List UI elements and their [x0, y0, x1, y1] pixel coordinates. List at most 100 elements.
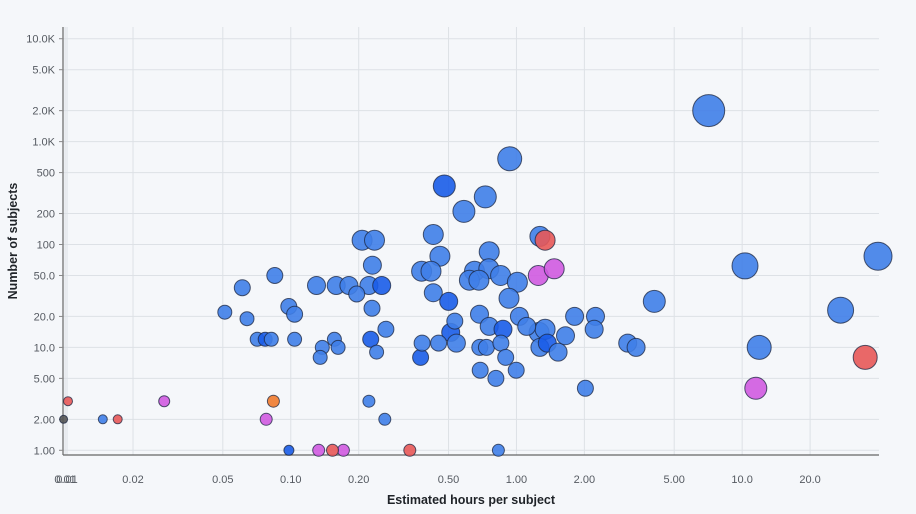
y-axis-title: Number of subjects	[6, 183, 20, 300]
data-point[interactable]	[312, 443, 326, 457]
data-point[interactable]	[422, 224, 444, 245]
data-point[interactable]	[452, 199, 476, 223]
x-tick-label: 0.02	[122, 474, 143, 486]
x-tick-label: 0.05	[212, 474, 233, 486]
data-point[interactable]	[439, 291, 459, 311]
data-point[interactable]	[307, 276, 326, 295]
data-point[interactable]	[377, 320, 395, 338]
x-tick-label: 1.00	[506, 474, 527, 486]
data-point[interactable]	[473, 185, 497, 209]
data-point[interactable]	[363, 299, 381, 317]
y-tick-label: 200	[37, 209, 55, 221]
data-point[interactable]	[259, 412, 273, 426]
data-point[interactable]	[497, 348, 515, 366]
data-point[interactable]	[233, 279, 251, 297]
y-tick-label: 20.0	[34, 311, 55, 323]
data-point[interactable]	[576, 379, 594, 397]
data-point[interactable]	[548, 342, 568, 362]
y-tick-label: 2.00	[34, 414, 55, 426]
data-point[interactable]	[412, 348, 430, 366]
data-point[interactable]	[263, 331, 279, 347]
data-point[interactable]	[348, 285, 366, 303]
data-point[interactable]	[378, 412, 392, 426]
y-axis-ticks: 1.00 2.00 5.00 10.0 20.0 50.0 100 200 500 1.0K 2.0…	[26, 34, 63, 457]
data-point[interactable]	[362, 255, 382, 275]
x-tick-label: 0.01	[56, 474, 77, 486]
y-tick-label: 50.0	[34, 270, 55, 282]
data-point[interactable]	[112, 414, 123, 425]
data-point[interactable]	[446, 312, 464, 330]
data-point[interactable]	[852, 344, 878, 370]
data-point[interactable]	[362, 330, 380, 348]
data-point[interactable]	[326, 443, 339, 457]
data-point[interactable]	[731, 252, 759, 280]
x-tick-label: 20.0	[799, 474, 820, 486]
data-point[interactable]	[746, 334, 772, 360]
data-point[interactable]	[487, 369, 505, 387]
x-tick-label: 5.00	[663, 474, 684, 486]
data-point[interactable]	[491, 443, 505, 457]
data-point[interactable]	[286, 305, 304, 323]
data-point[interactable]	[312, 349, 328, 365]
y-tick-label: 100	[37, 240, 55, 252]
data-point[interactable]	[364, 229, 385, 251]
y-tick-label: 10.0K	[26, 34, 55, 46]
data-point[interactable]	[498, 287, 520, 309]
data-point[interactable]	[446, 333, 466, 353]
data-point[interactable]	[330, 339, 346, 355]
data-point[interactable]	[423, 283, 443, 303]
data-point[interactable]	[692, 94, 726, 128]
data-point[interactable]	[266, 394, 280, 408]
data-point[interactable]	[420, 260, 442, 282]
data-point[interactable]	[556, 326, 575, 346]
data-point[interactable]	[239, 311, 255, 327]
data-point[interactable]	[413, 334, 431, 352]
data-point[interactable]	[477, 338, 495, 356]
data-point[interactable]	[266, 267, 284, 284]
data-point[interactable]	[468, 269, 490, 291]
x-tick-label: 0.01	[54, 474, 75, 486]
data-point[interactable]	[626, 337, 646, 357]
y-tick-label: 500	[37, 168, 55, 180]
x-axis-title: Estimated hours per subject	[387, 493, 556, 507]
y-tick-label: 1.0K	[32, 137, 55, 149]
axes	[62, 27, 879, 456]
data-point[interactable]	[97, 414, 108, 425]
data-point[interactable]	[584, 319, 604, 339]
data-point[interactable]	[217, 304, 233, 320]
data-point[interactable]	[543, 258, 565, 280]
x-tick-label: 2.00	[574, 474, 595, 486]
data-point[interactable]	[863, 241, 893, 271]
data-point[interactable]	[63, 396, 73, 407]
y-tick-label: 5.0K	[32, 65, 55, 77]
data-point[interactable]	[471, 361, 489, 379]
data-point[interactable]	[642, 289, 666, 313]
data-point[interactable]	[372, 276, 392, 295]
data-point[interactable]	[507, 361, 525, 379]
data-point[interactable]	[283, 444, 295, 456]
data-point[interactable]	[430, 334, 448, 352]
data-point[interactable]	[517, 316, 537, 336]
x-tick-label: 0.20	[348, 474, 369, 486]
data-point[interactable]	[369, 344, 385, 360]
data-point[interactable]	[497, 146, 523, 172]
data-point[interactable]	[432, 174, 456, 198]
data-point[interactable]	[744, 376, 768, 400]
data-point[interactable]	[336, 443, 350, 457]
data-point[interactable]	[362, 394, 376, 408]
y-tick-label: 1.00	[34, 445, 55, 457]
data-point[interactable]	[158, 395, 171, 408]
data-point[interactable]	[287, 331, 303, 347]
data-point[interactable]	[403, 443, 417, 457]
y-tick-label: 2.0K	[32, 106, 55, 118]
data-points	[59, 94, 893, 457]
data-point[interactable]	[565, 306, 585, 326]
data-point[interactable]	[492, 334, 510, 352]
x-tick-label: 0.10	[280, 474, 301, 486]
data-point[interactable]	[534, 229, 556, 251]
data-point[interactable]	[827, 296, 855, 324]
y-tick-label: 10.0	[34, 342, 55, 354]
data-point[interactable]	[59, 414, 69, 424]
